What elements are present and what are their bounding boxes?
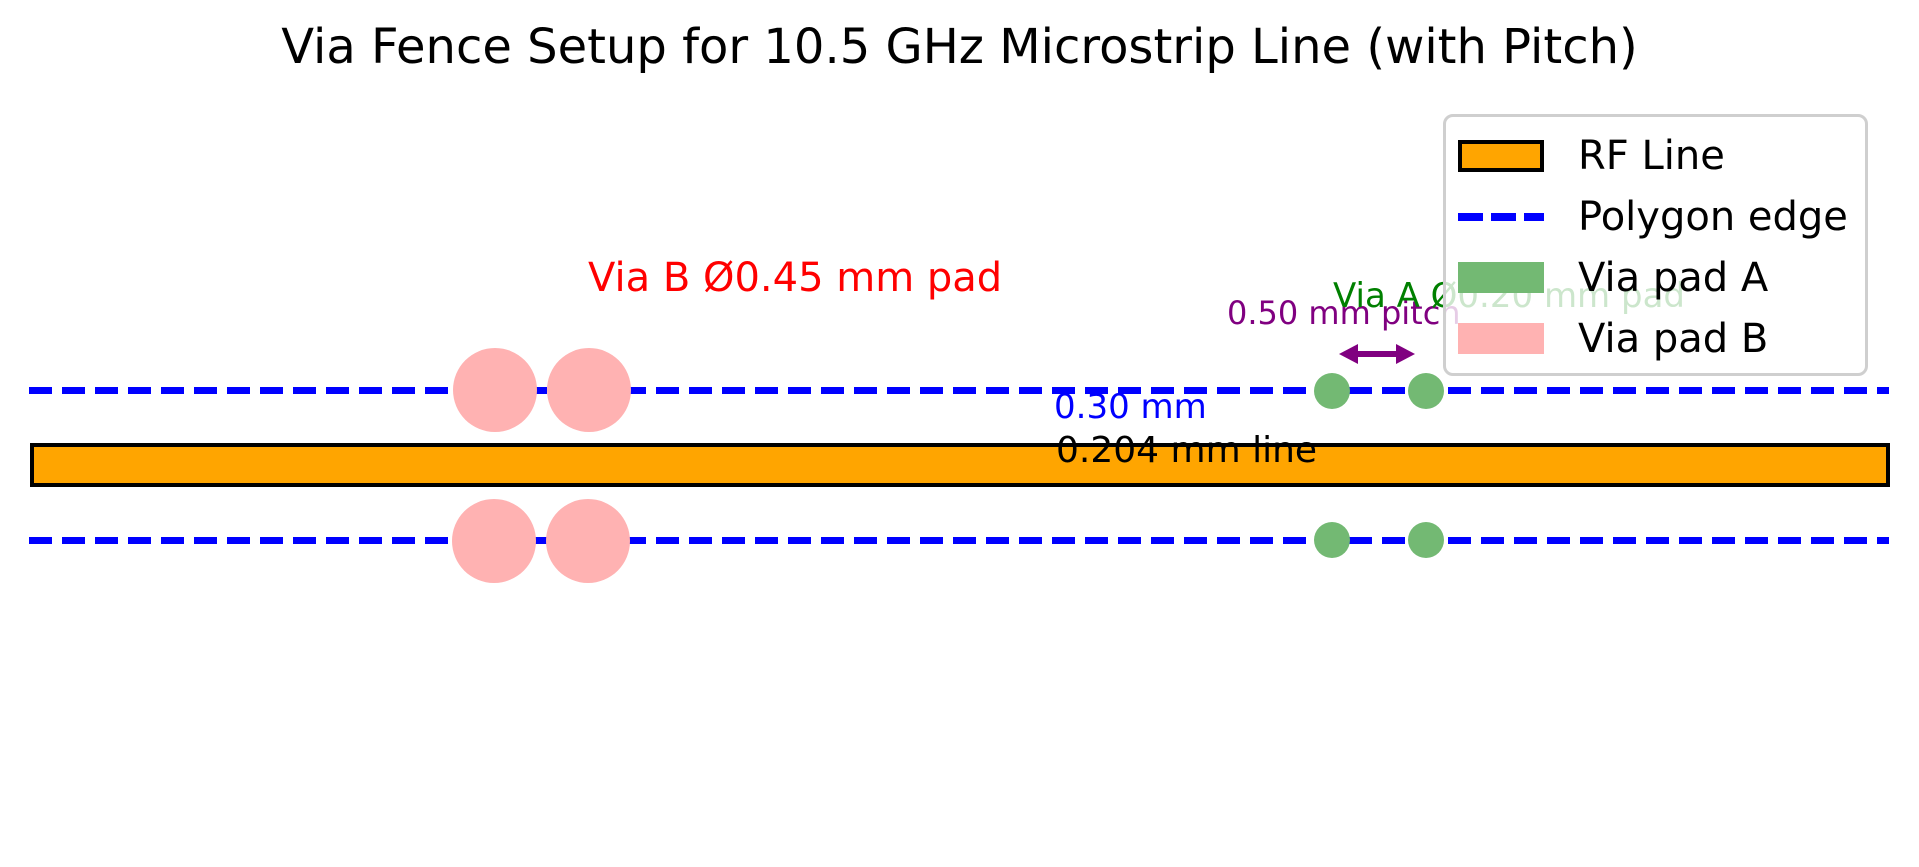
figure-title: Via Fence Setup for 10.5 GHz Microstrip …: [281, 19, 1638, 75]
legend-box: RF Line Polygon edge Via pad A Via pad B: [1443, 114, 1868, 376]
polygon-edge-bottom-line: [29, 537, 1889, 544]
via-pad-b-bottom-right: [546, 499, 630, 583]
legend-row-via-pad-a: Via pad A: [1446, 247, 1865, 308]
pitch-arrow-icon: [1339, 344, 1415, 364]
via-pad-b-swatch-icon: [1458, 323, 1544, 354]
via-pad-b-bottom-left: [452, 499, 536, 583]
legend-label-polygon-edge: Polygon edge: [1578, 193, 1848, 240]
legend-row-rf-line: RF Line: [1446, 125, 1865, 186]
rf-line-swatch-icon: [1458, 139, 1544, 172]
via-pad-b-top-left: [453, 348, 537, 432]
line-width-label: 0.204 mm line: [1056, 430, 1318, 471]
via-pad-a-bottom-right: [1408, 522, 1444, 558]
via-pad-a-bottom-left: [1314, 522, 1350, 558]
polygon-edge-top-line: [29, 387, 1889, 394]
via-b-pad-label: Via B Ø0.45 mm pad: [588, 255, 1003, 301]
pitch-label: 0.50 mm pitch: [1227, 294, 1461, 332]
legend-label-via-pad-a: Via pad A: [1578, 254, 1769, 301]
rf-line-bar: [30, 443, 1890, 487]
polygon-edge-swatch-icon: [1458, 212, 1544, 221]
gap-label: 0.30 mm: [1054, 387, 1207, 427]
legend-row-via-pad-b: Via pad B: [1446, 308, 1865, 369]
legend-label-via-pad-b: Via pad B: [1578, 315, 1769, 362]
via-pad-a-top-right: [1408, 373, 1444, 409]
via-pad-b-top-right: [547, 348, 631, 432]
legend-label-rf-line: RF Line: [1578, 132, 1725, 179]
legend-row-polygon-edge: Polygon edge: [1446, 186, 1865, 247]
via-pad-a-swatch-icon: [1458, 262, 1544, 293]
via-pad-a-top-left: [1314, 373, 1350, 409]
